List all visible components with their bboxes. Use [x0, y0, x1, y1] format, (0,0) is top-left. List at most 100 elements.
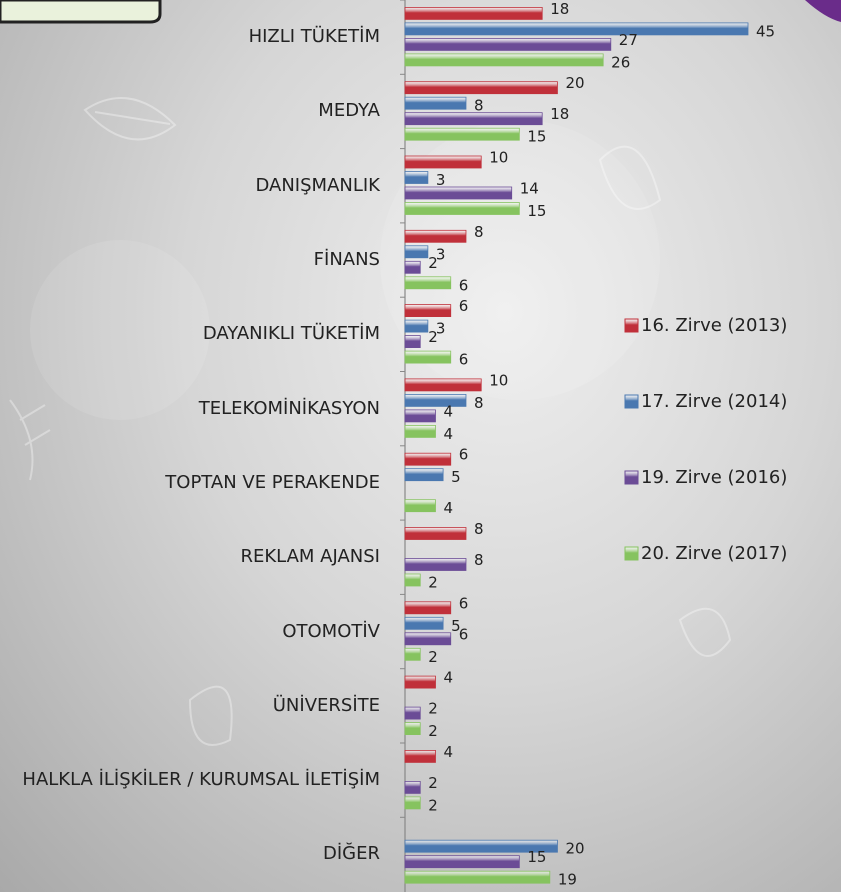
bar: [405, 7, 542, 19]
bar: [405, 230, 466, 242]
bar: [405, 723, 420, 735]
bar: [405, 38, 611, 50]
bar: [405, 261, 420, 273]
bar: [405, 320, 428, 332]
category-label: DAYANIKLI TÜKETİM: [0, 319, 380, 349]
data-label: 8: [474, 223, 484, 241]
data-label: 10: [489, 149, 508, 167]
bar: [405, 54, 603, 66]
bar: [405, 469, 443, 481]
data-label: 2: [428, 722, 438, 740]
bar: [405, 394, 466, 406]
data-label: 5: [451, 468, 461, 486]
slide: 1845272620818151031415832663261084465488…: [0, 0, 841, 892]
bar: [405, 453, 451, 465]
bar: [405, 246, 428, 258]
data-label: 15: [527, 128, 546, 146]
bar: [405, 172, 428, 184]
category-label: REKLAM AJANSI: [0, 542, 380, 572]
bar: [405, 676, 435, 688]
data-label: 2: [428, 796, 438, 814]
data-label: 4: [443, 402, 453, 420]
legend-swatch: [625, 319, 638, 332]
bar: [405, 781, 420, 793]
bar: [405, 707, 420, 719]
data-label: 4: [443, 743, 453, 761]
data-label: 2: [428, 254, 438, 272]
bar: [405, 559, 466, 571]
data-label: 2: [428, 648, 438, 666]
bar: [405, 574, 420, 586]
category-label: OTOMOTİV: [0, 617, 380, 647]
data-label: 4: [443, 425, 453, 443]
bar: [405, 633, 451, 645]
bar: [405, 336, 420, 348]
category-label: HIZLI TÜKETİM: [0, 22, 380, 52]
data-label: 8: [474, 97, 484, 115]
data-label: 4: [443, 499, 453, 517]
data-label: 6: [459, 594, 469, 612]
legend-label: 16. Zirve (2013): [641, 315, 787, 336]
bar: [405, 156, 481, 168]
bar: [405, 617, 443, 629]
bar: [405, 379, 481, 391]
data-label: 27: [619, 31, 638, 49]
data-label: 15: [527, 848, 546, 866]
bar: [405, 602, 451, 614]
bar: [405, 97, 466, 109]
bar: [405, 82, 557, 94]
data-label: 6: [459, 276, 469, 294]
bar: [405, 203, 519, 215]
category-label: TELEKOMİNİKASYON: [0, 394, 380, 424]
data-label: 2: [428, 574, 438, 592]
data-label: 2: [428, 328, 438, 346]
legend-swatch: [625, 547, 638, 560]
category-label: FİNANS: [0, 245, 380, 275]
chart: 1845272620818151031415832663261084465488…: [0, 0, 841, 892]
data-label: 45: [756, 22, 775, 40]
category-label: DANIŞMANLIK: [0, 171, 380, 201]
data-label: 6: [459, 625, 469, 643]
bar: [405, 277, 451, 289]
bar: [405, 528, 466, 540]
bar: [405, 500, 435, 512]
bar: [405, 128, 519, 140]
data-label: 26: [611, 53, 630, 71]
category-label: DİĞER: [0, 839, 380, 869]
data-label: 2: [428, 700, 438, 718]
bar: [405, 425, 435, 437]
data-label: 18: [550, 105, 569, 123]
data-label: 8: [474, 394, 484, 412]
data-label: 6: [459, 297, 469, 315]
corner-decoration: [805, 0, 841, 22]
data-label: 20: [565, 74, 584, 92]
bar: [405, 351, 451, 363]
data-label: 15: [527, 202, 546, 220]
data-label: 8: [474, 551, 484, 569]
data-label: 4: [443, 669, 453, 687]
data-label: 2: [428, 774, 438, 792]
legend-swatch: [625, 395, 638, 408]
bar: [405, 750, 435, 762]
bar: [405, 23, 748, 35]
bar: [405, 187, 512, 199]
bar: [405, 856, 519, 868]
data-label: 8: [474, 520, 484, 538]
bar: [405, 648, 420, 660]
data-label: 6: [459, 351, 469, 369]
bar: [405, 410, 435, 422]
data-label: 20: [565, 840, 584, 858]
legend-label: 19. Zirve (2016): [641, 467, 787, 488]
bar: [405, 797, 420, 809]
bar: [405, 871, 550, 883]
data-label: 18: [550, 0, 569, 18]
category-label: ÜNİVERSİTE: [0, 691, 380, 721]
category-label: MEDYA: [0, 96, 380, 126]
title-box: [0, 0, 160, 22]
data-label: 3: [436, 171, 446, 189]
data-label: 6: [459, 446, 469, 464]
legend-swatch: [625, 471, 638, 484]
category-label: HALKLA İLİŞKİLER / KURUMSAL İLETİŞİM: [0, 765, 380, 795]
bar: [405, 305, 451, 317]
data-label: 10: [489, 371, 508, 389]
